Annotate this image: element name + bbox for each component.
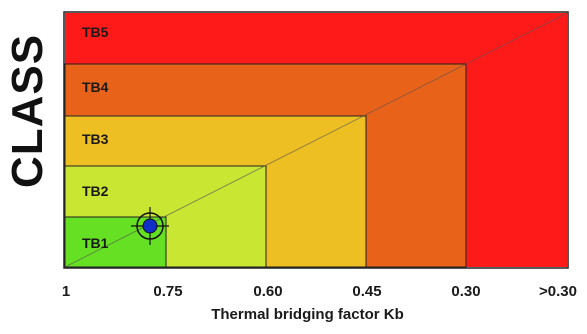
band-label-tb4: TB4	[82, 79, 109, 95]
x-tick-0-45: 0.45	[352, 283, 382, 300]
x-axis-label: Thermal bridging factor Kb	[211, 306, 404, 323]
band-label-tb2: TB2	[82, 183, 109, 199]
diagram-border	[63, 11, 569, 269]
band-label-tb1: TB1	[82, 235, 109, 251]
x-tick-0-60: 0.60	[253, 283, 283, 300]
band-label-tb3: TB3	[82, 131, 109, 147]
x-tick-0-30: 0.30	[451, 283, 481, 300]
crosshair-target-icon	[131, 207, 169, 245]
x-tick-0-75: 0.75	[153, 283, 183, 300]
x-tick-1: 1	[61, 283, 71, 300]
x-tick-gt-0-30: >0.30	[539, 283, 577, 300]
band-label-tb5: TB5	[82, 24, 109, 40]
y-axis-label: CLASS	[3, 33, 52, 188]
